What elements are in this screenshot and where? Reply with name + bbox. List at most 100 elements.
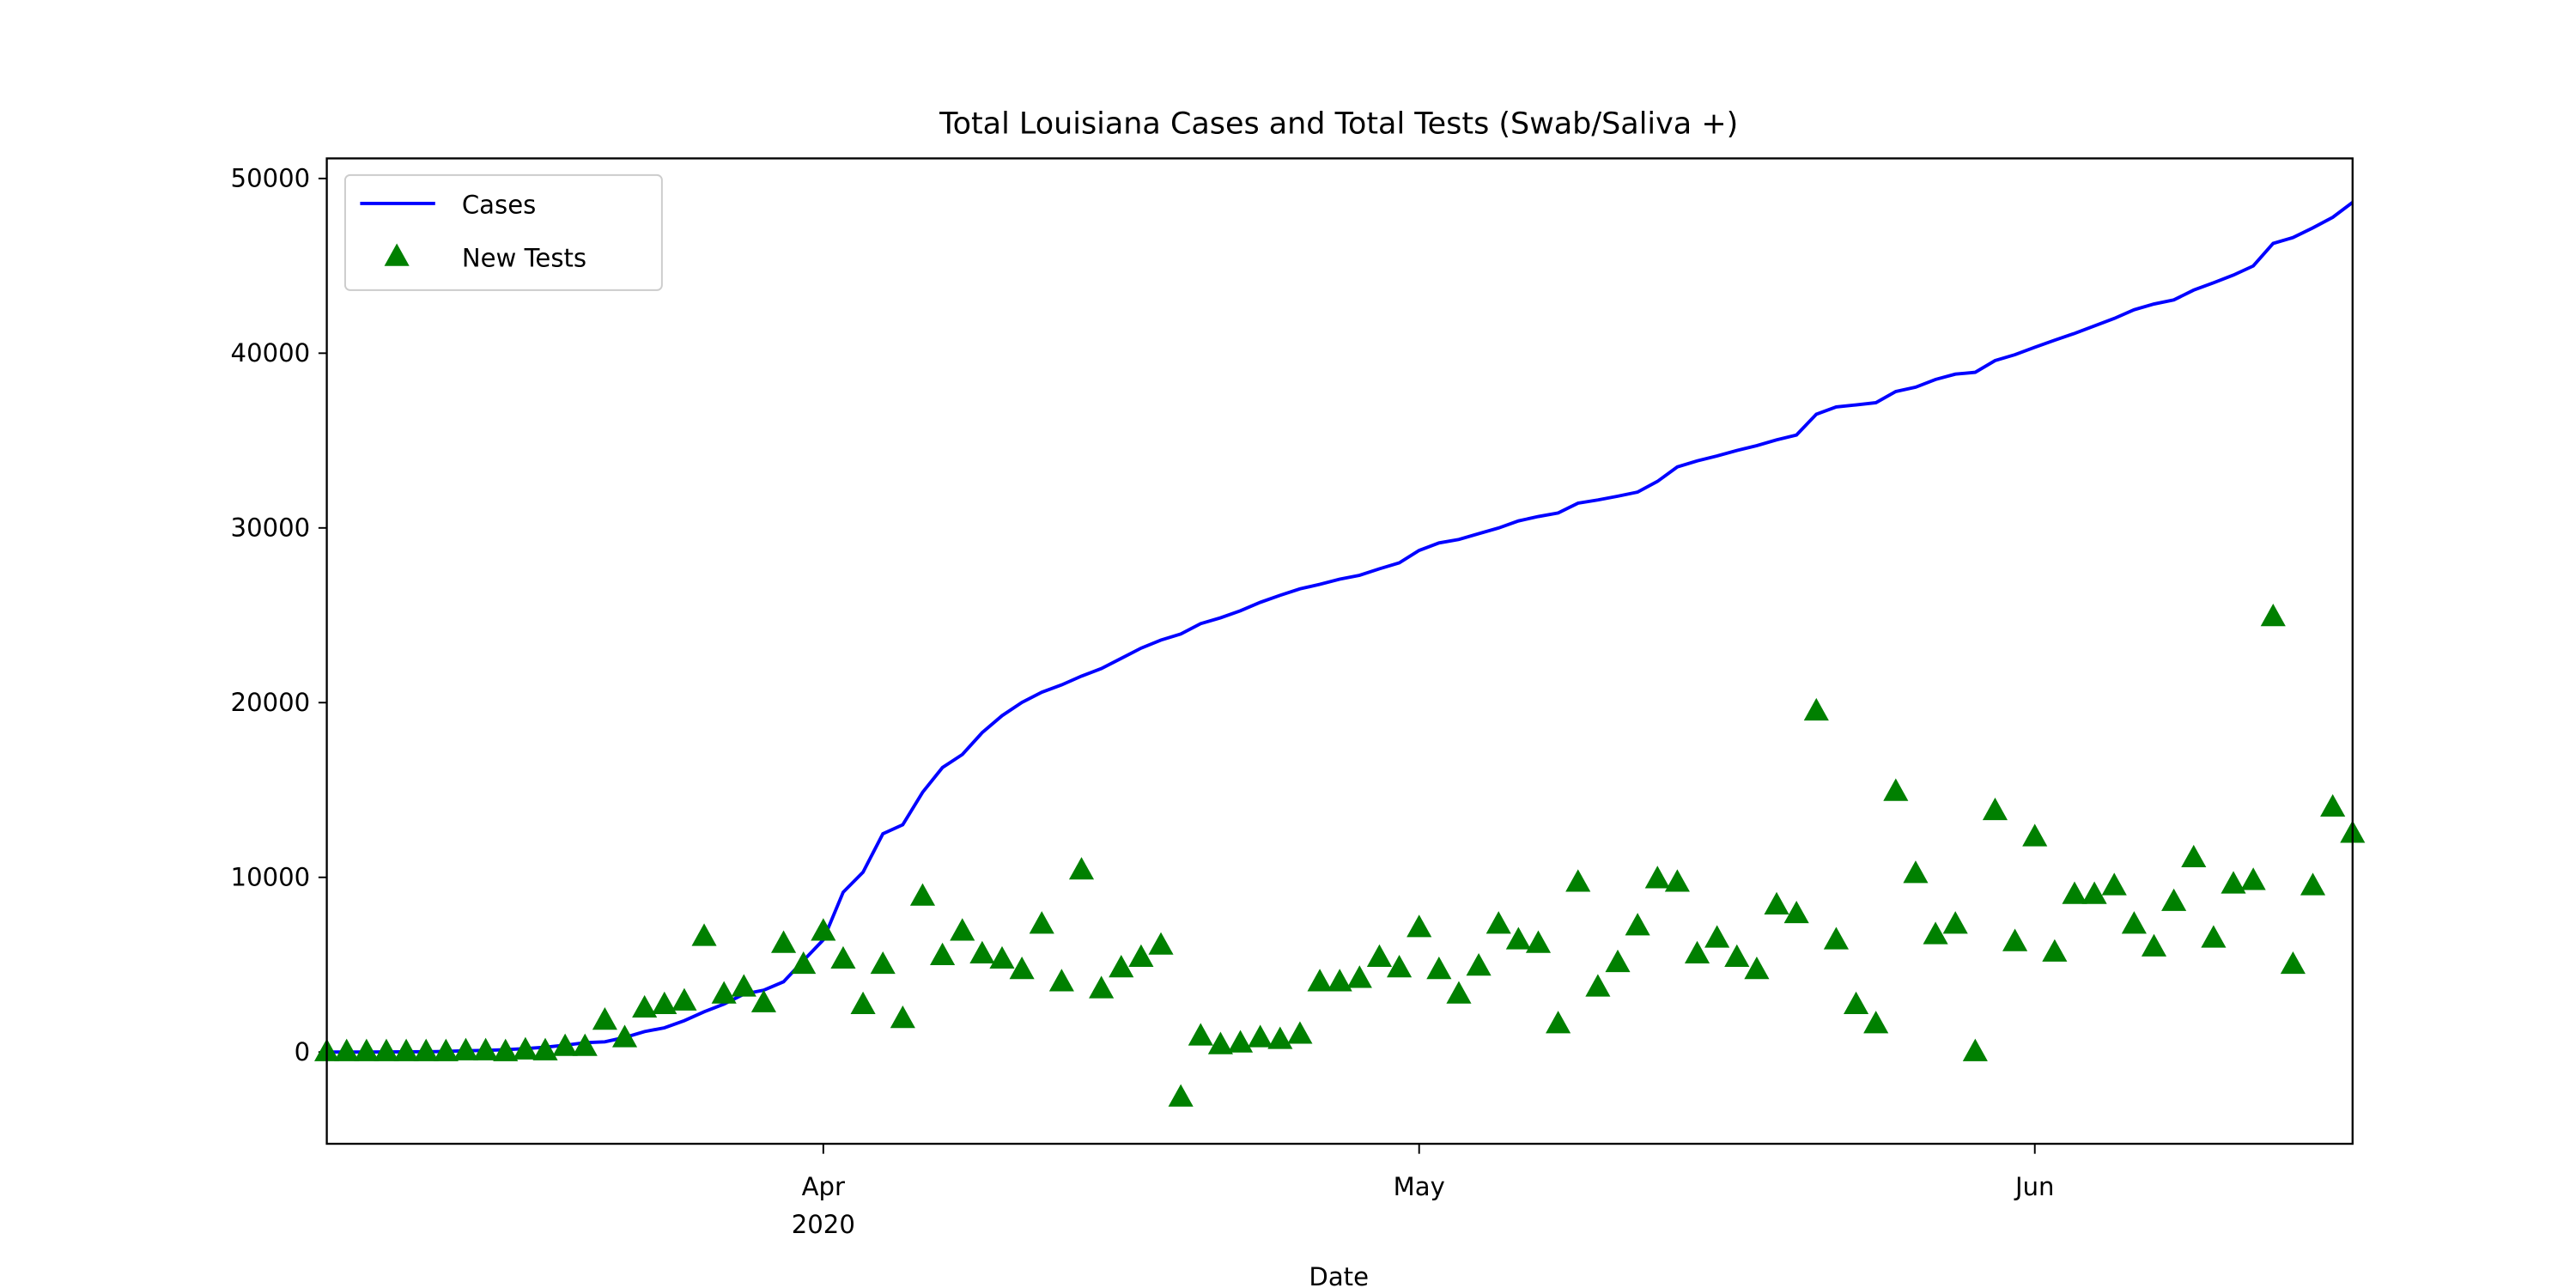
test-marker (1605, 949, 1631, 973)
test-marker (1048, 969, 1074, 992)
test-marker (2280, 951, 2306, 975)
test-marker (374, 1038, 399, 1061)
test-marker (950, 918, 975, 941)
test-marker (532, 1037, 558, 1060)
test-marker (731, 974, 756, 997)
test-marker (1684, 940, 1710, 963)
test-marker (2002, 928, 2028, 951)
test-marker (2300, 872, 2326, 896)
test-marker (1903, 860, 1929, 884)
test-marker (1783, 900, 1809, 924)
test-marker (1446, 981, 1472, 1004)
test-marker (652, 991, 677, 1014)
test-marker (671, 987, 697, 1011)
test-marker (1485, 911, 1511, 934)
test-marker (2181, 844, 2207, 868)
test-marker (1227, 1030, 1254, 1053)
test-marker (1525, 930, 1552, 953)
test-marker (1387, 955, 1413, 978)
test-marker (1844, 991, 1869, 1014)
test-marker (1267, 1026, 1293, 1049)
test-marker (1307, 969, 1333, 992)
legend-marker (384, 243, 410, 266)
test-marker (1803, 697, 1829, 721)
test-marker (1923, 921, 1948, 945)
test-marker (1188, 1023, 1213, 1046)
test-marker (513, 1036, 538, 1060)
test-marker (2221, 871, 2246, 894)
test-marker (1068, 857, 1095, 880)
test-marker (1962, 1038, 1988, 1061)
test-marker (909, 883, 936, 906)
test-marker (870, 951, 896, 975)
test-marker (552, 1033, 578, 1056)
y-tick-label: 0 (295, 1037, 311, 1066)
test-marker (1863, 1011, 1889, 1034)
test-marker (413, 1038, 439, 1061)
test-marker (2062, 881, 2087, 904)
test-marker (1466, 952, 1492, 976)
test-marker (2042, 939, 2068, 962)
test-marker (830, 945, 856, 969)
test-marker (1287, 1021, 1313, 1044)
test-marker (890, 1005, 915, 1029)
test-marker (1625, 913, 1650, 936)
test-marker (1109, 955, 1134, 978)
test-marker (791, 951, 817, 975)
test-marker (1744, 957, 1770, 980)
test-marker (2260, 604, 2286, 627)
test-marker (453, 1037, 479, 1060)
test-marker (354, 1038, 380, 1061)
test-marker (1704, 925, 1730, 948)
test-marker (1565, 869, 1591, 892)
test-marker (750, 989, 776, 1012)
test-marker (1982, 797, 2008, 821)
test-marker (632, 994, 658, 1018)
test-marker (930, 942, 956, 965)
test-marker (1585, 974, 1611, 997)
y-tick-label: 10000 (231, 862, 311, 891)
test-marker (2101, 872, 2127, 896)
test-marker (493, 1038, 519, 1061)
test-marker (393, 1038, 419, 1061)
test-marker (1644, 866, 1670, 889)
test-marker (2201, 925, 2227, 948)
test-marker (1128, 944, 1154, 968)
test-marker (2081, 881, 2107, 904)
x-tick-label: Apr 2020 (792, 1172, 855, 1239)
y-tick-label: 20000 (231, 688, 311, 717)
test-marker (1426, 957, 1452, 980)
test-marker (1366, 944, 1393, 968)
test-marker (2022, 823, 2048, 847)
plot-frame (325, 157, 2354, 1145)
test-marker (1346, 965, 1372, 988)
test-marker (334, 1038, 360, 1061)
test-marker (2141, 933, 2167, 957)
test-marker (1546, 1011, 1571, 1034)
test-marker (1089, 975, 1115, 999)
x-tick-label: Jun (2014, 1172, 2054, 1201)
y-tick-label: 50000 (231, 164, 311, 193)
test-marker (1942, 911, 1968, 934)
legend-label: Cases (462, 191, 536, 220)
test-marker (1823, 927, 1849, 950)
chart-title: Total Louisiana Cases and Total Tests (S… (939, 106, 1738, 141)
test-marker (433, 1038, 459, 1061)
test-marker (811, 918, 836, 941)
test-marker (711, 981, 737, 1004)
test-marker (1883, 778, 1909, 801)
test-marker (1764, 891, 1789, 914)
y-tick-label: 30000 (231, 513, 311, 543)
test-marker (1009, 957, 1035, 980)
test-marker (2240, 867, 2266, 890)
test-marker (1327, 969, 1352, 992)
test-marker (2320, 793, 2346, 817)
test-marker (592, 1007, 617, 1030)
test-marker (473, 1037, 499, 1060)
x-tick-label: May (1394, 1172, 1445, 1201)
test-marker (1168, 1084, 1194, 1107)
test-marker (1207, 1031, 1233, 1054)
test-marker (850, 991, 876, 1014)
test-marker (1148, 932, 1174, 955)
